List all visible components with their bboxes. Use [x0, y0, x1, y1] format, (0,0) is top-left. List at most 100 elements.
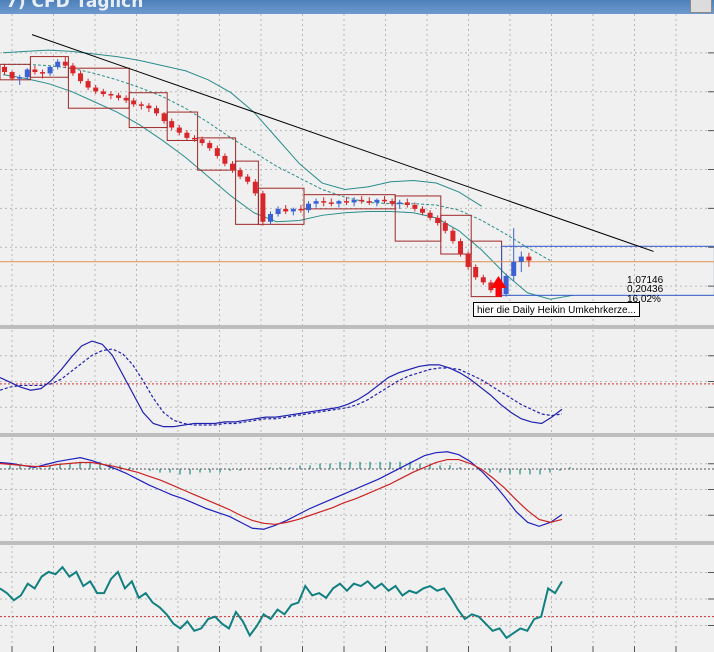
candle-body [488, 282, 494, 291]
macd-panel [0, 451, 714, 530]
range-channel-box [166, 111, 199, 141]
panel-separator [0, 433, 714, 437]
candle-body [207, 143, 213, 149]
candle-body [252, 181, 258, 194]
candle-body [138, 104, 144, 106]
candle-body [420, 208, 425, 213]
candle-body [260, 193, 266, 222]
candle-body [389, 201, 395, 204]
panel-separator [0, 541, 714, 545]
candle-body [40, 72, 45, 74]
candle-body [427, 212, 433, 218]
candle-body [222, 155, 228, 164]
candle-body [298, 208, 304, 211]
window-close-button[interactable] [690, 0, 712, 13]
candle-body [169, 121, 175, 128]
arrow-up-icon [490, 276, 507, 297]
candle-body [55, 61, 61, 67]
candle-body [465, 254, 471, 267]
candle-body [214, 148, 220, 156]
bollinger-lower-line [2, 74, 574, 300]
candle-body [275, 208, 281, 215]
candle-body [458, 241, 463, 255]
range-channel-box [29, 56, 69, 78]
candle-body [283, 208, 289, 212]
indicator-series-line [0, 348, 563, 426]
candle-body [9, 72, 15, 79]
range-channel-box [67, 67, 130, 109]
candle-body [78, 73, 83, 82]
candle-body [245, 176, 251, 182]
candle-body [154, 108, 159, 114]
candle-body [306, 203, 311, 211]
candle-body [70, 65, 76, 74]
candle-body [131, 100, 137, 105]
candle-body [176, 127, 182, 133]
window-title-bar: 7) CFD Täglich [0, 0, 714, 14]
range-channel-box [197, 137, 237, 171]
rsi-panel [0, 565, 714, 640]
panel-backgrounds [0, 14, 714, 652]
candle-body [290, 208, 296, 212]
candle-body [511, 261, 517, 276]
candle-body [321, 201, 327, 203]
candle-body [62, 61, 68, 66]
candle-body [473, 266, 479, 278]
candle-body [24, 69, 30, 78]
candle-body [192, 137, 197, 140]
axis-ticks [11, 52, 714, 652]
window-title: 7) CFD Täglich [6, 0, 144, 12]
price-label: 1,07146 [627, 275, 664, 286]
stochastic-panel [0, 340, 714, 428]
candle-body [313, 201, 319, 204]
candle-body [518, 256, 524, 262]
candle-body [442, 223, 448, 231]
candle-body [85, 81, 91, 88]
candle-body [526, 256, 532, 261]
candle-body [382, 199, 387, 202]
candle-body [404, 202, 410, 205]
candle-body [435, 217, 441, 224]
candle-body [480, 277, 486, 283]
candle-body [237, 170, 243, 177]
grid-lines [0, 14, 714, 652]
candle-body [366, 201, 372, 203]
candle-body [336, 201, 342, 204]
price-label: 16,02% [627, 294, 661, 305]
candle-body [146, 105, 152, 109]
candle-body [17, 77, 23, 79]
candle-body [344, 201, 349, 203]
bollinger-mid-line [3, 63, 551, 261]
candle-body [93, 87, 99, 92]
candle-body [268, 214, 273, 222]
trend-line [31, 34, 654, 252]
annotation-label: hier die Daily Heikin Umkehrkerze... [473, 302, 640, 317]
indicator-series-line [0, 340, 563, 428]
candle-body [100, 91, 106, 95]
candle-body [2, 66, 7, 73]
candle-body [503, 275, 509, 295]
indicator-series-line [0, 458, 563, 525]
indicator-series-line [0, 565, 563, 640]
candle-body [116, 95, 121, 98]
candle-body [450, 230, 456, 242]
range-channel-box [128, 92, 168, 129]
candle-body [397, 202, 403, 204]
candle-body [374, 199, 380, 203]
candle-body [108, 94, 114, 96]
candle-body [351, 199, 357, 203]
candle-body [328, 202, 334, 204]
candle-body [32, 69, 38, 73]
candle-body [184, 132, 190, 138]
candle-body [359, 199, 365, 202]
projection-box [501, 245, 714, 296]
candle-body [199, 139, 205, 144]
price-label: 0,20436 [627, 284, 664, 295]
candle-body [412, 204, 418, 209]
candle-body [123, 97, 129, 101]
range-channel-box [440, 214, 472, 255]
panel-separator [0, 325, 714, 329]
candle-body [230, 163, 235, 171]
